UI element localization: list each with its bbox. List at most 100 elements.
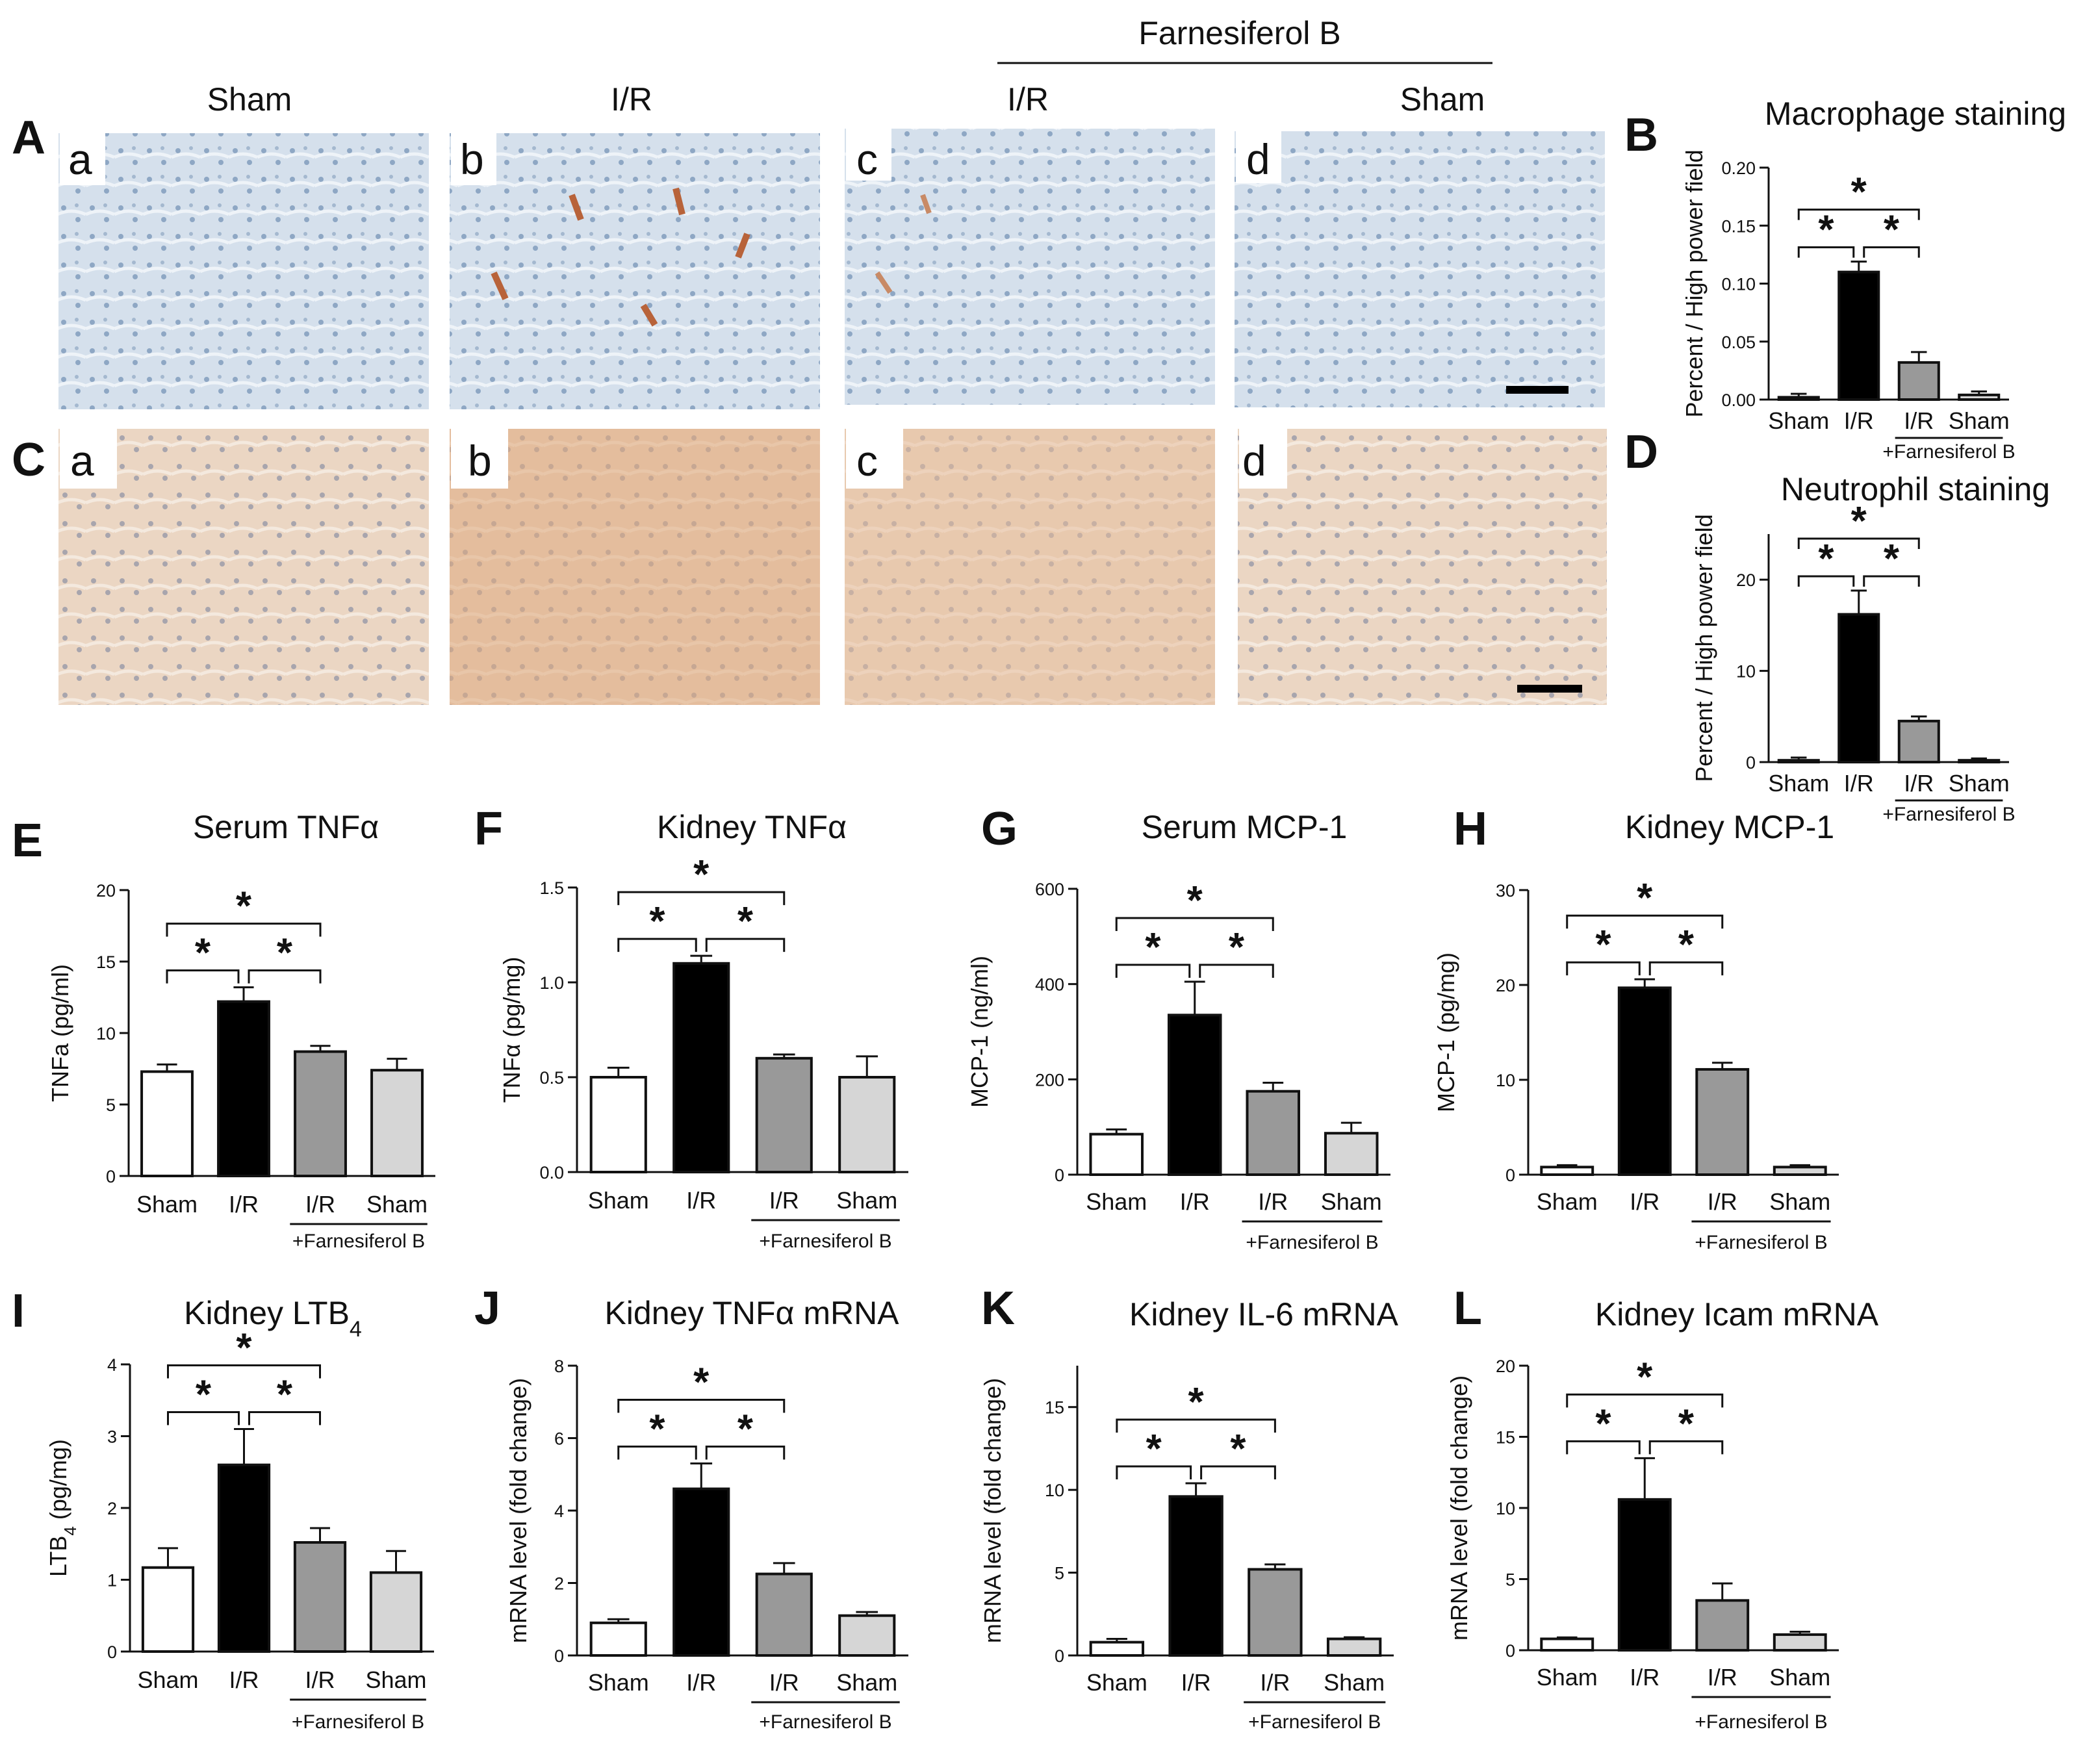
micrograph-row-c [58, 429, 1607, 705]
y-axis-label: mRNA level (fold change) [1446, 1375, 1472, 1640]
chart-f: F Kidney TNFα 0.0 0.5 1.0 1.5 TNFα (pg/mg) Sham… [474, 803, 908, 1252]
x-category-label: I/R [1708, 1188, 1737, 1215]
micrograph-a-a [58, 133, 429, 409]
scale-bar-a [1506, 386, 1569, 394]
panel-letter-c: C [12, 434, 45, 486]
significance-star: * [277, 931, 293, 976]
bar [1246, 1090, 1301, 1176]
bar [755, 1572, 813, 1657]
bracket-sham-drug [617, 891, 786, 906]
y-tick-label: 4 [107, 1355, 117, 1375]
bar [1617, 1498, 1672, 1652]
significance-star: * [737, 899, 754, 944]
significance-star: * [1818, 537, 1834, 581]
treatment-label: +Farnesiferol B [1695, 1232, 1827, 1253]
x-category-label: I/R [769, 1187, 799, 1214]
bracket-ir-drug [1648, 961, 1724, 976]
treatment-label: +Farnesiferol B [292, 1711, 424, 1733]
y-tick-label: 10 [1496, 1499, 1515, 1518]
bar [217, 1000, 270, 1177]
bracket-ir-drug [1200, 1465, 1276, 1479]
y-tick-label: 10 [1045, 1481, 1064, 1500]
chart-d: D Neutrophil staining 0 10 20 Percent / High … [1624, 426, 2050, 825]
y-axis-label: Percent / High power field [1691, 514, 1717, 782]
y-tick-label: 600 [1035, 880, 1064, 899]
sublabel-a-c: c [856, 135, 878, 183]
drug-group-label: Farnesiferol B [1138, 15, 1340, 51]
bracket-sham-ir [167, 1411, 240, 1425]
y-tick-label: 1.0 [539, 973, 564, 993]
y-tick-label: 0 [1055, 1166, 1064, 1185]
y-axis-label-subscript: 4 [60, 1526, 80, 1535]
bar [589, 1621, 647, 1657]
x-category-label: I/R [1630, 1664, 1659, 1691]
bar [293, 1541, 347, 1653]
bracket-sham-drug [1566, 914, 1724, 929]
bar [1897, 361, 1940, 402]
sublabel-c-d: d [1242, 437, 1266, 485]
y-tick-label: 200 [1035, 1070, 1064, 1090]
bracket-sham-drug [1116, 1418, 1276, 1433]
group-label-sham: Sham [207, 81, 292, 118]
chart-title: Serum MCP-1 [1142, 809, 1348, 845]
bar [1695, 1599, 1750, 1652]
panel-letter-h: H [1453, 803, 1487, 855]
significance-star: * [1851, 499, 1867, 544]
bar [1324, 1132, 1379, 1176]
y-tick-label: 0 [1505, 1641, 1515, 1661]
x-category-label: Sham [1537, 1188, 1598, 1215]
y-tick-label: 30 [1496, 881, 1515, 900]
bar [1838, 270, 1880, 401]
x-category-label: I/R [1904, 407, 1934, 434]
y-tick-label: 400 [1035, 975, 1064, 995]
bracket-ir-drug [1199, 964, 1274, 978]
significance-star: * [1637, 876, 1653, 921]
sublabel-c-c: c [856, 437, 878, 485]
chart-e: E Serum TNFα 0 5 10 15 20 TNFa (pg/ml) Sham I/R I/… [12, 809, 435, 1252]
significance-star: * [1188, 1380, 1205, 1425]
treatment-label: +Farnesiferol B [1248, 1711, 1381, 1733]
chart-title-subscript: 4 [350, 1317, 362, 1342]
y-tick-label: 1 [107, 1571, 117, 1590]
micrograph-c-d [1238, 429, 1607, 705]
significance-star: * [1678, 1401, 1695, 1446]
bracket-sham-ir [1566, 1440, 1641, 1455]
significance-star: * [1595, 923, 1611, 967]
x-category-label: I/R [1180, 1188, 1210, 1215]
significance-star: * [1884, 537, 1900, 581]
y-axis-label: TNFa (pg/ml) [47, 964, 73, 1102]
y-tick-label: 3 [107, 1427, 117, 1447]
chart-title: Serum TNFα [193, 809, 379, 845]
x-category-label: Sham [1086, 1188, 1147, 1215]
y-tick-label: 5 [1505, 1570, 1515, 1590]
y-tick-label: 10 [96, 1024, 116, 1043]
panel-letter-d: D [1624, 426, 1658, 478]
x-category-label: I/R [305, 1666, 335, 1693]
bar [838, 1076, 896, 1173]
chart-title: Macrophage staining [1765, 96, 2066, 132]
bar [672, 1487, 730, 1657]
group-label-sham-drug: Sham [1400, 81, 1485, 118]
x-category-label: Sham [836, 1187, 897, 1214]
y-tick-label: 0 [1746, 753, 1756, 772]
bar [1617, 986, 1672, 1176]
x-category-label: I/R [1630, 1188, 1659, 1215]
bar [838, 1614, 896, 1657]
treatment-label: +Farnesiferol B [1882, 441, 2015, 463]
bar [1695, 1067, 1750, 1176]
y-axis-label: MCP-1 (pg/mg) [1433, 952, 1459, 1112]
bar [1897, 719, 1940, 763]
bracket-sham-ir [1116, 1465, 1192, 1479]
bar [1089, 1132, 1144, 1176]
bar [755, 1056, 813, 1174]
x-category-label: I/R [1904, 770, 1934, 797]
x-category-label: Sham [588, 1669, 649, 1696]
bracket-sham-drug [617, 1399, 786, 1413]
y-tick-label: 0.00 [1721, 390, 1756, 410]
x-category-label: Sham [1949, 407, 2010, 434]
bracket-sham-ir [1115, 964, 1191, 978]
bracket-ir-drug [1648, 1440, 1724, 1455]
bar [1167, 1014, 1222, 1177]
x-category-label: Sham [1768, 770, 1829, 797]
